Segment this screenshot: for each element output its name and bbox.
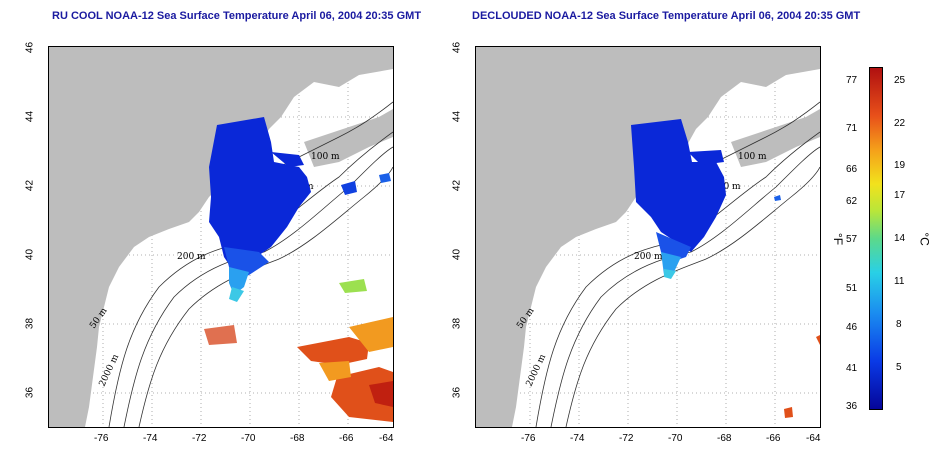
y-tick-label: 36 bbox=[451, 386, 463, 399]
y-tick-label: 38 bbox=[24, 317, 36, 330]
y-tick-label: 38 bbox=[451, 317, 463, 330]
celsius-tick: 11 bbox=[894, 276, 905, 287]
x-tick-label: -76 bbox=[94, 433, 109, 444]
left-map-title: RU COOL NOAA-12 Sea Surface Temperature … bbox=[52, 10, 422, 22]
fahrenheit-tick: 62 bbox=[846, 196, 858, 207]
fahrenheit-tick: 77 bbox=[846, 75, 858, 86]
land-mass bbox=[476, 47, 820, 427]
celsius-tick: 19 bbox=[894, 160, 906, 171]
contour-label: 100 m bbox=[712, 182, 741, 192]
x-tick-label: -72 bbox=[192, 433, 207, 444]
land-mass bbox=[49, 47, 393, 427]
fahrenheit-tick: 71 bbox=[846, 123, 858, 134]
contour-label: 100 m bbox=[738, 152, 767, 162]
fahrenheit-tick: 36 bbox=[846, 401, 858, 412]
y-tick-label: 36 bbox=[24, 386, 36, 399]
celsius-unit-label: °C bbox=[917, 232, 932, 246]
celsius-tick: 22 bbox=[894, 118, 906, 129]
x-tick-label: -66 bbox=[339, 433, 354, 444]
fahrenheit-tick: 46 bbox=[846, 322, 858, 333]
x-tick-label: -64 bbox=[806, 433, 821, 444]
x-tick-label: -64 bbox=[379, 433, 394, 444]
celsius-tick: 8 bbox=[896, 319, 902, 330]
x-tick-label: -66 bbox=[766, 433, 781, 444]
contour-label: 200 m bbox=[177, 252, 206, 262]
x-tick-label: -68 bbox=[290, 433, 305, 444]
fahrenheit-tick: 57 bbox=[846, 234, 858, 245]
contour-label: 100 m bbox=[311, 152, 340, 162]
celsius-tick: 5 bbox=[896, 362, 902, 373]
sst-cold-core bbox=[209, 117, 311, 272]
y-tick-label: 46 bbox=[451, 41, 463, 54]
x-tick-label: -70 bbox=[241, 433, 256, 444]
y-tick-label: 42 bbox=[24, 179, 36, 192]
x-tick-label: -74 bbox=[143, 433, 158, 444]
x-tick-label: -70 bbox=[668, 433, 683, 444]
left-map-graphic: 100 m 100 m 200 m 50 m 2000 m bbox=[49, 47, 393, 427]
left-sst-map: 100 m 100 m 200 m 50 m 2000 m bbox=[48, 46, 394, 428]
right-sst-map: 100 m 100 m 200 m 50 m 2000 m bbox=[475, 46, 821, 428]
y-tick-label: 40 bbox=[451, 248, 463, 261]
celsius-tick: 17 bbox=[894, 190, 906, 201]
celsius-tick: 25 bbox=[894, 75, 906, 86]
fahrenheit-tick: 51 bbox=[846, 283, 858, 294]
y-tick-label: 44 bbox=[24, 110, 36, 123]
x-tick-label: -68 bbox=[717, 433, 732, 444]
y-tick-label: 40 bbox=[24, 248, 36, 261]
fahrenheit-tick: 66 bbox=[846, 164, 858, 175]
temperature-colorbar bbox=[869, 67, 883, 410]
contour-label: 200 m bbox=[634, 252, 663, 262]
y-tick-label: 42 bbox=[451, 179, 463, 192]
x-tick-label: -72 bbox=[619, 433, 634, 444]
sst-cold-core bbox=[631, 119, 726, 252]
right-map-title: DECLOUDED NOAA-12 Sea Surface Temperatur… bbox=[472, 10, 861, 22]
right-map-graphic: 100 m 100 m 200 m 50 m 2000 m bbox=[476, 47, 820, 427]
x-tick-label: -76 bbox=[521, 433, 536, 444]
x-tick-label: -74 bbox=[570, 433, 585, 444]
fahrenheit-tick: 41 bbox=[846, 363, 858, 374]
y-tick-label: 44 bbox=[451, 110, 463, 123]
y-tick-label: 46 bbox=[24, 41, 36, 54]
fahrenheit-unit-label: °F bbox=[831, 232, 846, 246]
celsius-tick: 14 bbox=[894, 233, 906, 244]
